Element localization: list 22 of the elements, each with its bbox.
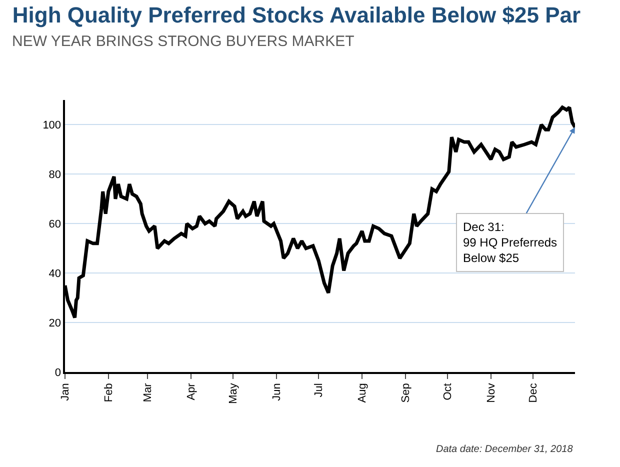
x-tick-label: Jul: [313, 383, 326, 398]
x-tick-label: Nov: [486, 382, 498, 403]
y-tick-label: 60: [48, 218, 62, 230]
x-tick-label: Jan: [60, 383, 72, 401]
annotation: Dec 31: 99 HQ Preferreds Below $25: [463, 220, 558, 266]
chart-subtitle: NEW YEAR BRINGS STRONG BUYERS MARKET: [12, 33, 354, 50]
x-tick-label: Dec: [528, 382, 540, 403]
x-tick-label: Jun: [271, 383, 284, 401]
x-tick-label: Mar: [142, 382, 154, 402]
x-tick-label: Oct: [442, 383, 454, 400]
x-tick-label: Apr: [186, 382, 198, 400]
y-tick-label: 20: [48, 317, 62, 330]
y-tick-label: 80: [48, 169, 62, 182]
chart-title: High Quality Preferred Stocks Available Below $25 Par: [12, 2, 581, 28]
x-tick-label: Aug: [356, 383, 369, 403]
y-tick-label: 100: [42, 120, 62, 132]
x-tick-label: May: [228, 382, 240, 404]
y-tick-label: 40: [48, 268, 62, 280]
y-tick-label: 0: [54, 366, 62, 379]
x-tick-label: Feb: [103, 383, 116, 402]
text: Data date: December 31, 2018: [436, 444, 574, 455]
x-tick-label: Sep: [400, 383, 412, 403]
